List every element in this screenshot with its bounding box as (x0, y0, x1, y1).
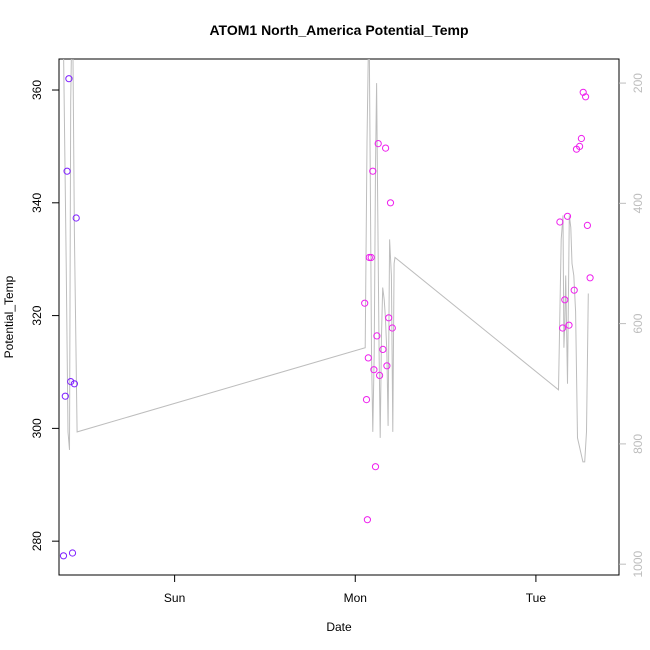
data-point-0-0 (59, 552, 68, 560)
data-point-1-18 (556, 218, 564, 226)
x-axis: Sun Mon Tue (164, 575, 546, 605)
y-axis-left: 280 300 320 340 360 (30, 80, 59, 551)
data-point-1-2 (363, 516, 371, 524)
data-point-1-26 (577, 134, 586, 143)
y-tick-label-4: 360 (30, 80, 44, 100)
x-tick-label-0: Sun (164, 591, 185, 605)
data-point-1-4 (365, 253, 373, 262)
data-point-1-19 (559, 324, 567, 332)
data-point-1-23 (570, 286, 578, 294)
data-point-0-2 (63, 167, 71, 175)
y2-tick-label-0: 200 (631, 73, 645, 93)
data-point-0-4 (67, 378, 75, 386)
plot-area (59, 59, 594, 560)
data-point-1-10 (374, 140, 382, 148)
y2-tick-label-4: 1000 (631, 551, 645, 578)
data-point-1-25 (576, 142, 584, 150)
y-tick-label-3: 340 (30, 192, 44, 212)
x-axis-label: Date (326, 620, 352, 634)
data-point-1-20 (561, 296, 569, 304)
data-point-0-6 (70, 380, 79, 388)
y2-tick-label-1: 400 (631, 193, 645, 213)
data-point-1-14 (383, 362, 391, 370)
data-point-0-5 (68, 549, 77, 557)
data-point-1-11 (376, 371, 384, 379)
data-point-1-15 (385, 314, 393, 322)
data-point-1-1 (362, 396, 371, 404)
data-point-1-8 (371, 463, 380, 471)
data-point-1-16 (386, 199, 395, 207)
y-axis-right: 200 400 600 800 1000 (619, 73, 645, 578)
x-tick-label-1: Mon (344, 591, 367, 605)
data-point-1-21 (563, 212, 572, 220)
data-point-1-13 (382, 144, 390, 152)
data-point-0-3 (65, 75, 73, 83)
y2-tick-label-3: 800 (631, 434, 645, 454)
data-point-1-7 (370, 366, 378, 374)
x-tick-label-2: Tue (526, 591, 547, 605)
data-point-0-7 (72, 214, 80, 222)
data-point-1-6 (369, 167, 377, 175)
chart-title: ATOM1 North_America Potential_Temp (209, 22, 468, 38)
data-point-1-0 (361, 299, 369, 307)
data-point-1-30 (586, 274, 594, 282)
data-point-1-28 (582, 93, 590, 101)
data-point-1-12 (379, 345, 387, 353)
y2-tick-label-2: 600 (631, 313, 645, 333)
data-point-1-29 (583, 221, 592, 229)
data-point-1-22 (565, 321, 573, 329)
plot-frame (58, 58, 620, 576)
y-tick-label-0: 280 (30, 531, 44, 551)
y-tick-label-2: 320 (30, 305, 44, 325)
data-point-1-5 (367, 253, 375, 262)
y-axis-label: Potential_Temp (2, 275, 16, 358)
data-point-1-3 (364, 354, 372, 362)
data-point-0-1 (61, 392, 69, 400)
y-tick-label-1: 300 (30, 418, 44, 438)
data-point-1-17 (388, 324, 396, 332)
data-point-1-9 (373, 332, 381, 340)
